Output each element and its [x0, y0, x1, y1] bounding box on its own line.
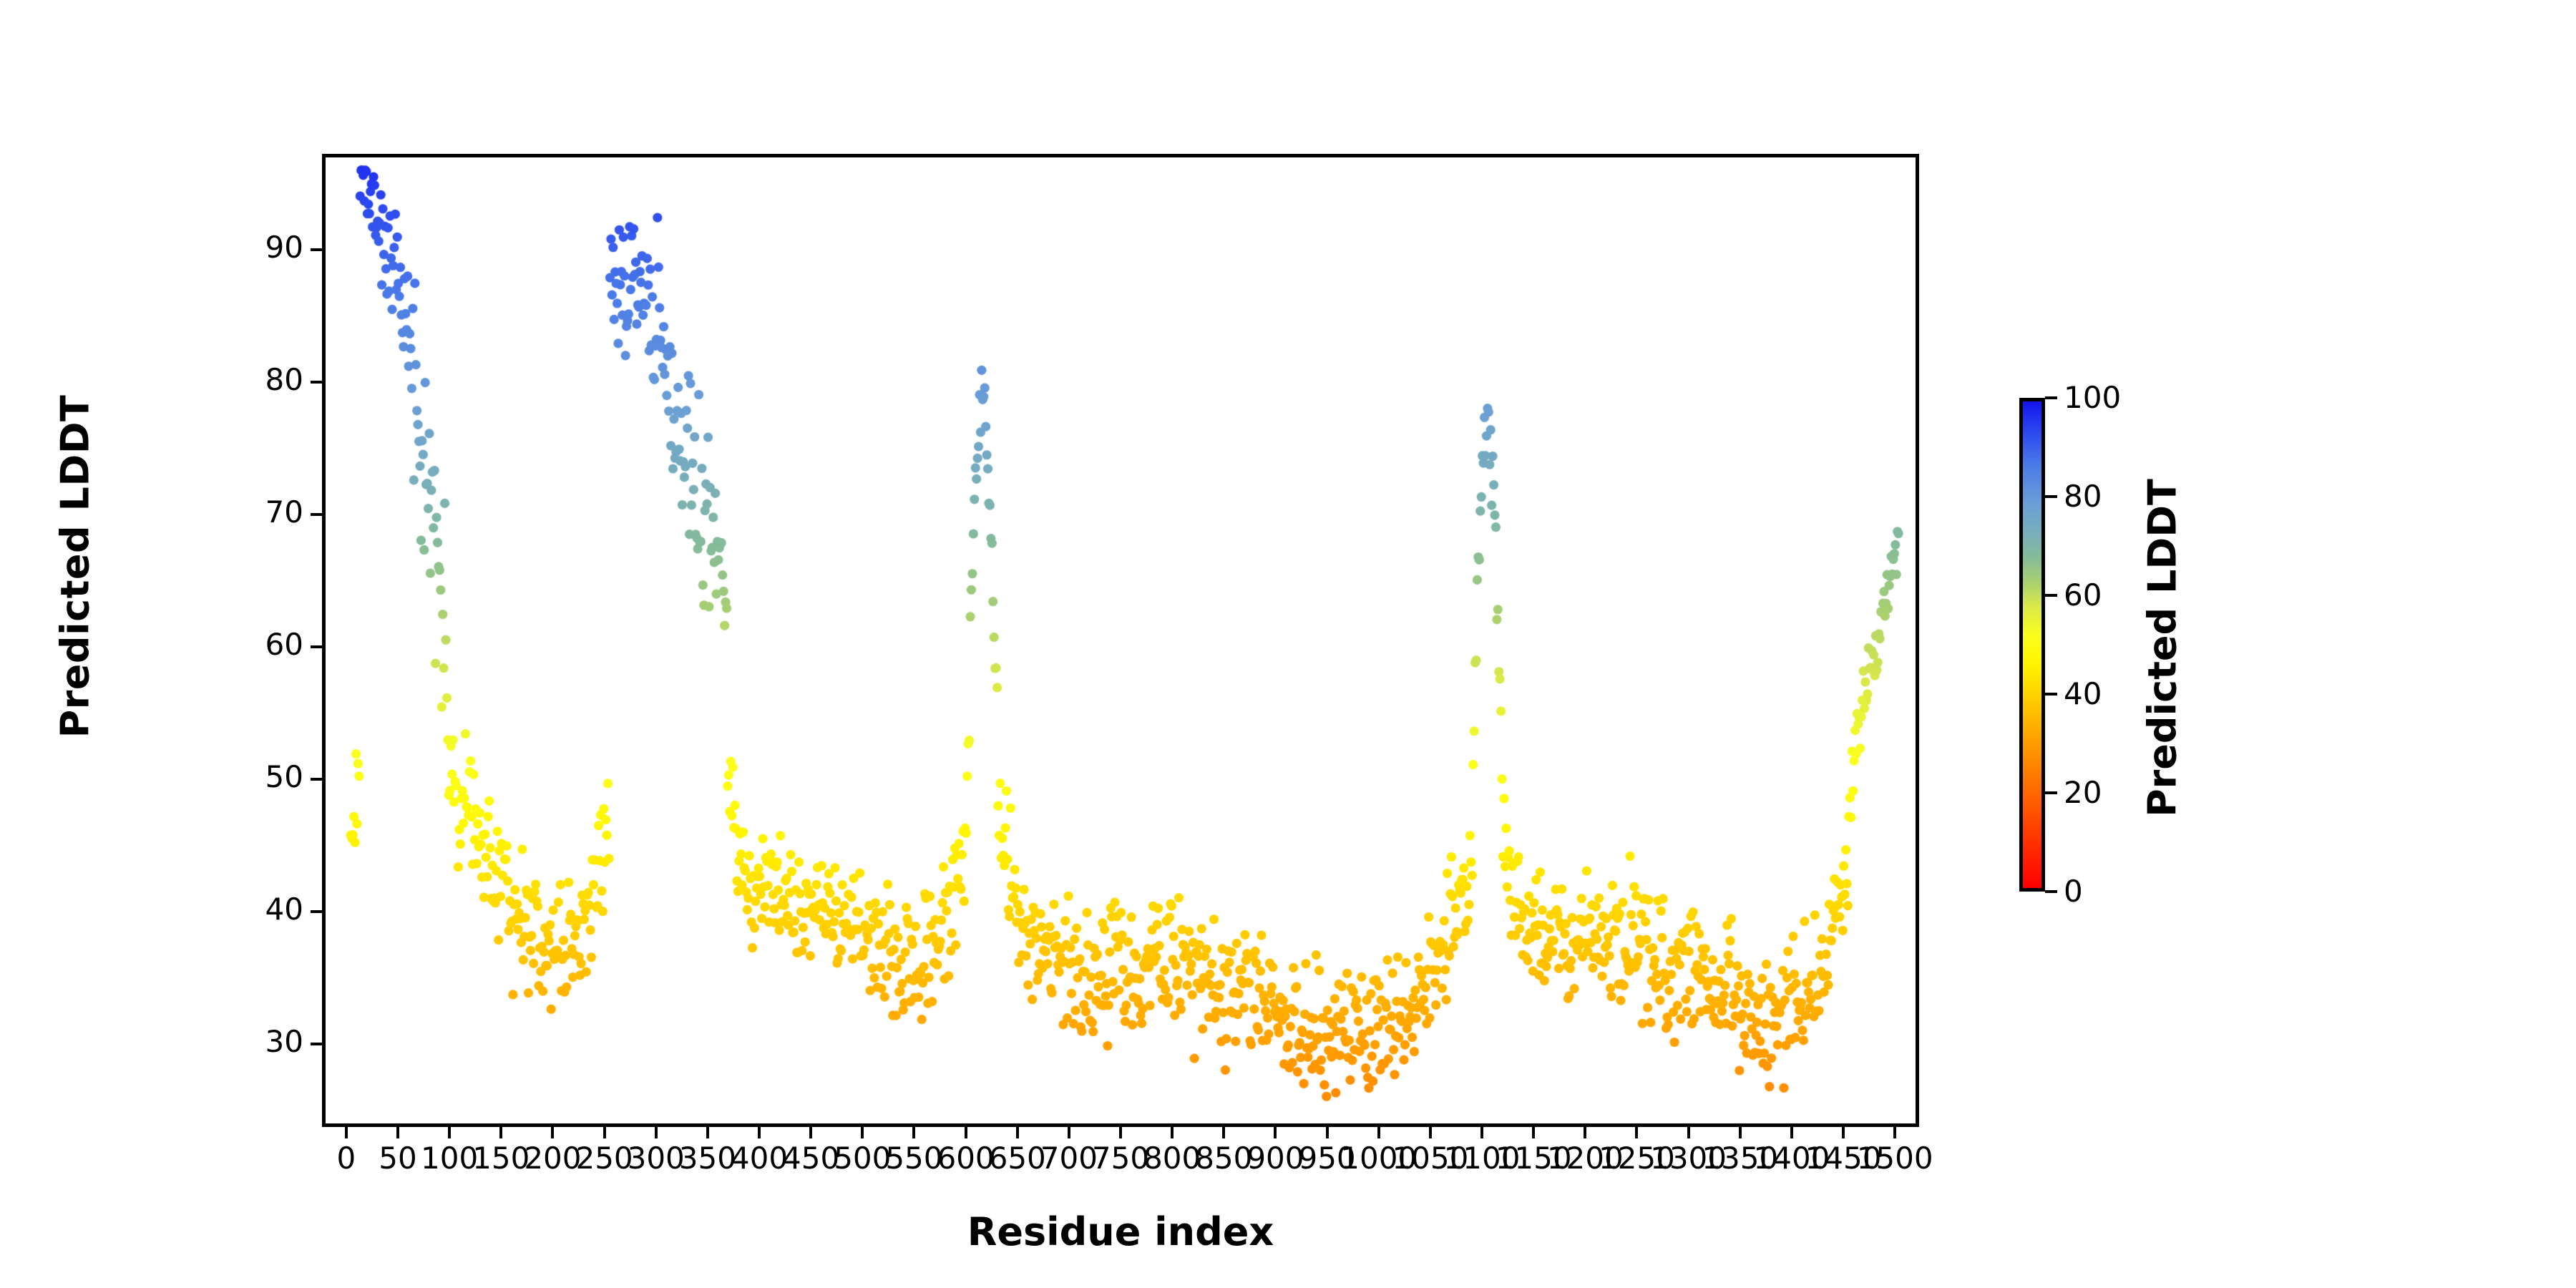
x-tick-mark — [758, 1127, 761, 1138]
x-tick-mark — [1532, 1127, 1536, 1138]
x-tick-mark — [1842, 1127, 1845, 1138]
colorbar-tick-label: 0 — [2064, 874, 2083, 909]
x-tick-label: 900 — [1246, 1141, 1304, 1176]
x-tick-label: 350 — [678, 1141, 736, 1176]
colorbar-tick-mark — [2045, 396, 2057, 399]
x-tick-mark — [448, 1127, 452, 1138]
y-tick-label: 80 — [265, 362, 303, 398]
colorbar-tick-mark — [2045, 890, 2057, 893]
x-tick-label: 100 — [421, 1141, 479, 1176]
colorbar-label: Predicted LDDT — [2140, 479, 2185, 817]
x-tick-mark — [344, 1127, 348, 1138]
x-axis-label: Residue index — [967, 1209, 1274, 1254]
x-tick-label: 250 — [575, 1141, 633, 1176]
y-tick-mark — [311, 513, 322, 517]
y-tick-label: 30 — [265, 1024, 303, 1060]
x-tick-mark — [551, 1127, 555, 1138]
x-tick-label: 650 — [988, 1141, 1046, 1176]
colorbar: Predicted LDDT 0 20 40 60 80 100 — [2019, 383, 2185, 907]
x-tick-mark — [861, 1127, 864, 1138]
x-tick-mark — [1015, 1127, 1019, 1138]
colorbar-gradient — [2019, 398, 2045, 892]
x-tick-label: 1300 — [1650, 1141, 1727, 1176]
x-tick-mark — [706, 1127, 709, 1138]
y-tick-mark — [311, 645, 322, 649]
colorbar-tick-mark — [2045, 693, 2057, 696]
x-tick-mark — [912, 1127, 916, 1138]
x-tick-label: 950 — [1298, 1141, 1356, 1176]
x-tick-mark — [396, 1127, 399, 1138]
x-tick-label: 850 — [1195, 1141, 1253, 1176]
x-tick-mark — [1325, 1127, 1329, 1138]
x-tick-mark — [1171, 1127, 1174, 1138]
x-tick-mark — [1635, 1127, 1639, 1138]
x-tick-label: 1100 — [1443, 1141, 1521, 1176]
x-tick-label: 700 — [1040, 1141, 1098, 1176]
x-tick-mark — [1893, 1127, 1897, 1138]
x-tick-label: 800 — [1143, 1141, 1201, 1176]
x-tick-label: 500 — [834, 1141, 892, 1176]
y-tick-label: 90 — [265, 230, 303, 265]
colorbar-tick-label: 80 — [2064, 479, 2102, 514]
x-tick-label: 200 — [524, 1141, 582, 1176]
x-tick-mark — [1067, 1127, 1070, 1138]
colorbar-tick-mark — [2045, 495, 2057, 498]
x-tick-mark — [1119, 1127, 1122, 1138]
x-tick-label: 1400 — [1753, 1141, 1830, 1176]
y-tick-label: 70 — [265, 494, 303, 530]
x-tick-label: 400 — [730, 1141, 789, 1176]
colorbar-tick-mark — [2045, 791, 2057, 794]
x-tick-mark — [809, 1127, 813, 1138]
x-tick-label: 0 — [336, 1141, 356, 1176]
y-tick-label: 40 — [265, 892, 303, 927]
x-tick-mark — [964, 1127, 967, 1138]
y-tick-label: 60 — [265, 627, 303, 663]
x-tick-label: 1450 — [1805, 1141, 1882, 1176]
x-tick-mark — [1790, 1127, 1793, 1138]
x-tick-label: 300 — [627, 1141, 685, 1176]
y-tick-mark — [311, 1043, 322, 1046]
x-tick-mark — [1687, 1127, 1690, 1138]
y-tick-label: 50 — [265, 759, 303, 795]
scatter-points — [326, 157, 1916, 1123]
y-axis-label: Predicted LDDT — [52, 394, 98, 738]
y-tick-mark — [311, 778, 322, 781]
x-tick-mark — [602, 1127, 606, 1138]
y-tick-mark — [311, 248, 322, 252]
x-tick-label: 1150 — [1495, 1141, 1572, 1176]
colorbar-tick-label: 20 — [2064, 775, 2102, 810]
x-tick-label: 150 — [472, 1141, 530, 1176]
colorbar-tick-label: 100 — [2064, 380, 2122, 415]
x-tick-mark — [1222, 1127, 1226, 1138]
x-tick-mark — [1428, 1127, 1432, 1138]
x-tick-mark — [499, 1127, 503, 1138]
x-tick-mark — [1480, 1127, 1483, 1138]
x-tick-label: 750 — [1091, 1141, 1150, 1176]
x-tick-label: 1200 — [1546, 1141, 1624, 1176]
x-tick-mark — [1584, 1127, 1587, 1138]
y-tick-mark — [311, 910, 322, 914]
x-tick-label: 600 — [937, 1141, 995, 1176]
x-tick-mark — [1738, 1127, 1742, 1138]
x-tick-label: 50 — [379, 1141, 417, 1176]
x-tick-mark — [1377, 1127, 1380, 1138]
x-tick-label: 1500 — [1856, 1141, 1933, 1176]
colorbar-tick-label: 40 — [2064, 676, 2102, 711]
x-tick-mark — [1274, 1127, 1277, 1138]
colorbar-tick-mark — [2045, 594, 2057, 597]
x-tick-label: 550 — [885, 1141, 943, 1176]
x-tick-mark — [654, 1127, 658, 1138]
x-tick-label: 1250 — [1598, 1141, 1675, 1176]
x-tick-label: 1050 — [1392, 1141, 1469, 1176]
x-tick-label: 1000 — [1340, 1141, 1418, 1176]
x-tick-label: 1350 — [1702, 1141, 1779, 1176]
x-tick-label: 450 — [782, 1141, 840, 1176]
plot-area — [322, 154, 1919, 1127]
colorbar-tick-label: 60 — [2064, 577, 2102, 613]
y-tick-mark — [311, 381, 322, 384]
